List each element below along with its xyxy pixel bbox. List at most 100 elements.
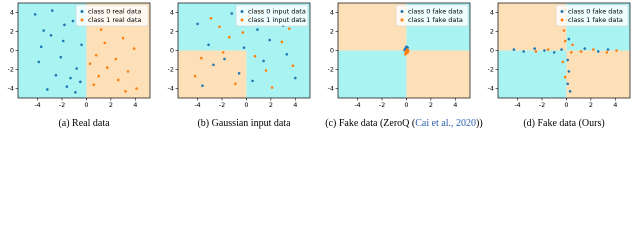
legend-marker [560, 18, 564, 22]
point [262, 59, 265, 63]
point [132, 47, 136, 50]
decision-region [566, 50, 630, 98]
point [49, 34, 53, 37]
point [37, 60, 41, 64]
point [406, 49, 410, 52]
point [199, 56, 203, 60]
y-tick-label: 2 [170, 28, 174, 36]
point [270, 86, 274, 89]
legend-marker [240, 10, 244, 13]
y-tick-label: -4 [328, 85, 334, 93]
point [264, 69, 268, 72]
point [126, 70, 130, 73]
point [99, 28, 103, 31]
legend-box [75, 4, 149, 27]
legend-marker [400, 18, 404, 22]
x-tick-label: 2 [429, 101, 433, 109]
legend-label: class 0 fake data [568, 8, 623, 16]
point [606, 48, 610, 51]
point [566, 58, 569, 62]
point [291, 64, 295, 67]
decision-region [338, 50, 407, 98]
y-tick-label: -4 [488, 85, 494, 93]
point [237, 72, 241, 75]
legend-marker [400, 10, 404, 13]
point [596, 50, 600, 53]
legend-box [395, 4, 469, 27]
point [94, 53, 98, 57]
decision-region [498, 50, 567, 98]
y-tick-label: -2 [168, 66, 174, 74]
point [552, 51, 556, 54]
x-tick-label: 2 [109, 101, 113, 109]
legend-marker [240, 18, 244, 22]
point [61, 39, 65, 43]
x-tick-label: 4 [453, 101, 457, 109]
y-tick-label: 2 [10, 28, 14, 36]
point [242, 46, 246, 49]
x-tick-label: -2 [59, 101, 65, 109]
point [579, 50, 583, 53]
point [546, 48, 550, 51]
x-tick-label: -2 [539, 101, 545, 109]
caption-text: (d) Fake data (Ours) [523, 118, 604, 129]
point [221, 51, 225, 54]
y-tick-label: 4 [330, 9, 334, 17]
point [583, 47, 587, 50]
point [568, 90, 572, 93]
y-tick-label: 4 [170, 9, 174, 17]
point [285, 53, 289, 56]
x-tick-label: -4 [34, 101, 40, 109]
point [65, 85, 69, 88]
x-tick-label: 0 [564, 101, 568, 109]
point [534, 50, 538, 53]
point [88, 62, 92, 66]
decision-region [406, 50, 470, 98]
legend-label: class 1 real data [88, 16, 141, 24]
point [74, 91, 77, 94]
legend-marker [80, 10, 84, 13]
caption: (c) Fake data (ZeroQ (Cai et al., 2020)) [325, 118, 482, 129]
y-tick-label: 2 [330, 28, 334, 36]
x-tick-label: 0 [244, 101, 248, 109]
decision-region [18, 50, 87, 98]
point [287, 27, 291, 30]
x-tick-label: -4 [514, 101, 520, 109]
decision-region [498, 3, 567, 51]
point [234, 82, 237, 86]
point [201, 84, 204, 87]
x-tick-label: 2 [589, 101, 593, 109]
point [294, 76, 297, 80]
point [75, 67, 78, 70]
point [228, 35, 231, 39]
point [543, 49, 546, 52]
legend-box [555, 4, 629, 27]
y-tick-label: -2 [488, 66, 494, 74]
decision-region [86, 50, 150, 98]
y-tick-label: -4 [168, 85, 174, 93]
point [212, 63, 215, 67]
caption: (b) Gaussian input data [197, 118, 291, 129]
point [280, 40, 284, 44]
point [79, 80, 82, 84]
x-tick-label: 0 [84, 101, 88, 109]
legend-label: class 1 fake data [568, 16, 623, 24]
legend-marker [560, 10, 564, 13]
point [50, 9, 54, 12]
y-tick-label: -2 [328, 66, 334, 74]
point [135, 87, 138, 90]
x-tick-label: -4 [194, 101, 200, 109]
point [63, 23, 66, 27]
x-tick-label: -4 [354, 101, 360, 109]
point [105, 66, 109, 69]
point [69, 76, 72, 80]
x-tick-label: 4 [133, 101, 137, 109]
y-tick-label: 0 [10, 47, 14, 55]
caption-text: (c) Fake data (ZeroQ ( [325, 118, 416, 129]
y-tick-label: 4 [490, 9, 494, 17]
point [256, 28, 259, 31]
